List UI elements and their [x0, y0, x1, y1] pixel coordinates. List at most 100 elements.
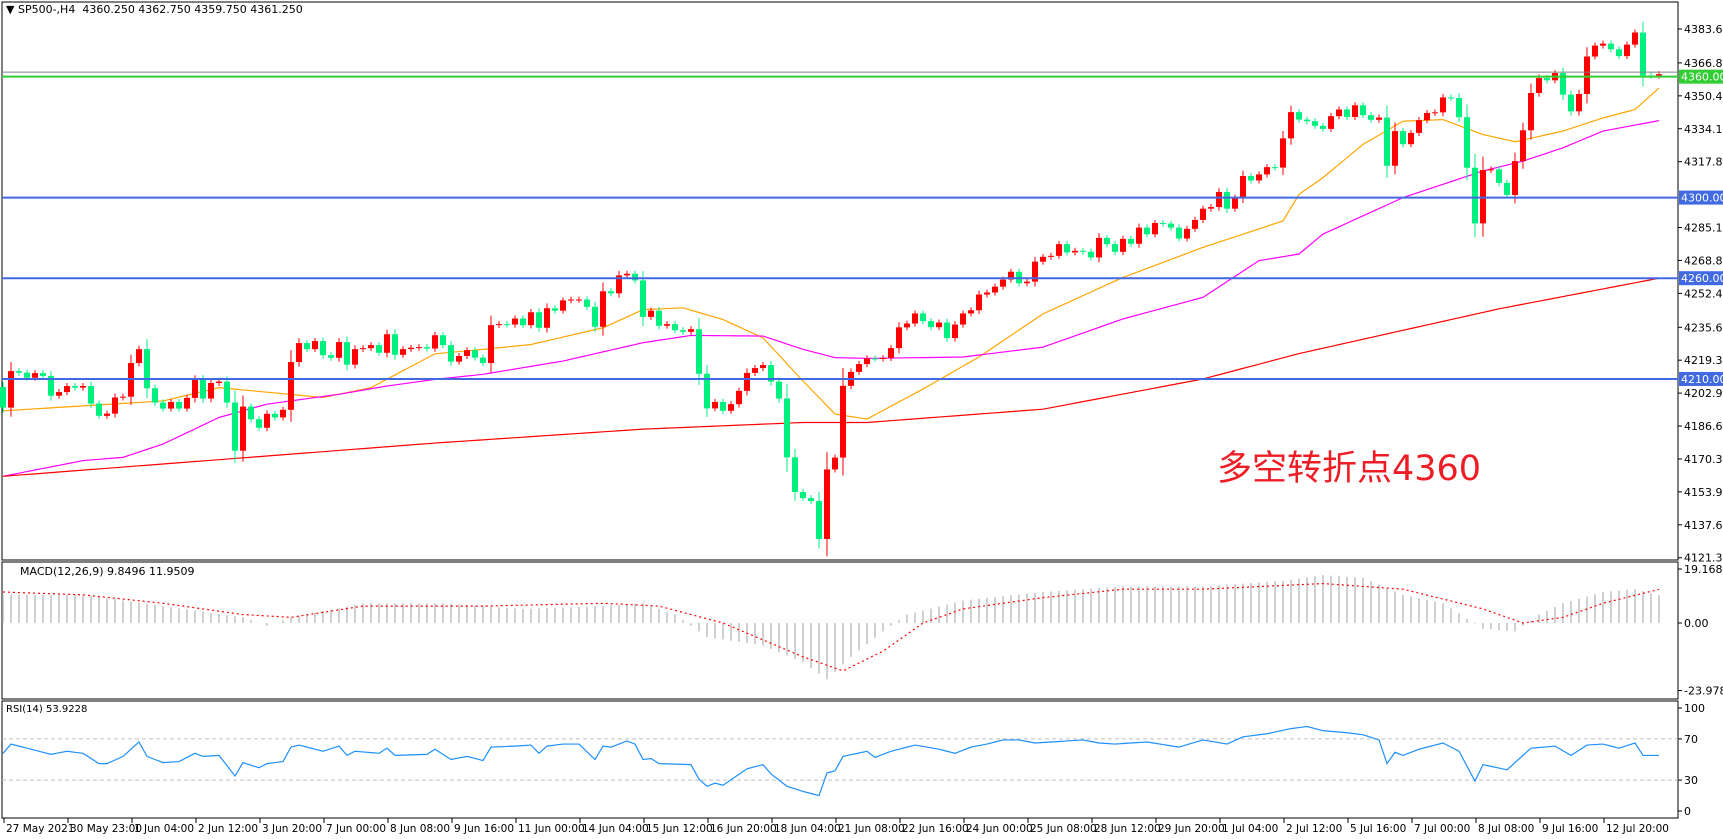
candle — [256, 416, 262, 431]
candle — [1472, 153, 1478, 238]
moving-average-line — [2, 120, 1660, 477]
rsi-axis-label: 70 — [1684, 733, 1698, 746]
candle — [624, 270, 630, 279]
time-axis-label: 8 Jul 08:00 — [1478, 823, 1534, 835]
candle — [208, 379, 214, 403]
candle — [1040, 253, 1046, 265]
candle-body — [448, 345, 454, 362]
candle-body — [200, 379, 206, 399]
candle-body — [480, 357, 486, 364]
candle-body — [16, 371, 22, 373]
candle — [968, 307, 974, 317]
candle-body — [256, 419, 262, 428]
candle-body — [1216, 191, 1222, 208]
candle — [768, 360, 774, 386]
candle-body — [1240, 176, 1246, 198]
candle — [656, 306, 662, 330]
candle-body — [1320, 125, 1326, 129]
level-price-label: 4210.000 — [1681, 373, 1723, 386]
candle-body — [592, 306, 598, 327]
candle-body — [712, 401, 718, 409]
price-axis-label: 4252.480 — [1684, 287, 1723, 300]
candle — [1584, 47, 1590, 104]
candle — [448, 340, 454, 366]
candle-body — [1272, 167, 1278, 169]
candle — [1328, 112, 1334, 133]
candle-body — [360, 348, 366, 350]
candle — [1136, 223, 1142, 248]
candle — [88, 381, 94, 408]
candle — [1176, 224, 1182, 242]
candle-body — [1528, 92, 1534, 131]
candle-body — [104, 413, 110, 416]
candle — [784, 383, 790, 473]
candle — [960, 310, 966, 328]
candle-body — [1304, 119, 1310, 122]
candle-body — [120, 396, 126, 398]
candle — [1488, 166, 1494, 174]
candle — [472, 347, 478, 361]
candle-body — [1464, 117, 1470, 168]
candle-body — [952, 324, 958, 339]
candle-body — [400, 349, 406, 355]
candle — [1304, 116, 1310, 125]
candle-body — [1088, 251, 1094, 258]
time-axis-label: 15 Jun 12:00 — [646, 823, 713, 835]
candle-body — [600, 291, 606, 327]
candle-body — [512, 318, 518, 325]
candle-body — [520, 318, 526, 326]
candle — [1056, 241, 1062, 259]
candle-body — [1656, 74, 1662, 76]
candle-body — [272, 413, 278, 418]
candle — [1264, 164, 1270, 178]
candle-body — [1024, 281, 1030, 284]
candle — [520, 315, 526, 329]
candle-body — [1000, 279, 1006, 287]
price-axis-label: 4317.820 — [1684, 156, 1723, 169]
candle — [872, 355, 878, 362]
candle-body — [1160, 222, 1166, 224]
candle — [632, 270, 638, 284]
candle-body — [1584, 56, 1590, 95]
candle — [368, 342, 374, 352]
price-axis-label: 4350.490 — [1684, 90, 1723, 103]
candle-body — [760, 365, 766, 369]
candle — [1200, 205, 1206, 223]
candle-body — [264, 413, 270, 428]
candle — [1320, 122, 1326, 132]
candle — [168, 398, 174, 412]
candle — [176, 398, 182, 412]
candle-body — [1096, 237, 1102, 258]
candle — [680, 327, 686, 335]
candle-body — [304, 343, 310, 350]
candle-body — [392, 334, 398, 355]
candle — [328, 352, 334, 361]
candle-body — [192, 379, 198, 398]
triangle-down-icon[interactable]: ▼ — [6, 3, 18, 16]
candle — [104, 410, 110, 419]
candle-body — [1224, 191, 1230, 209]
candle-body — [728, 404, 734, 411]
candle — [1120, 235, 1126, 256]
candle-body — [1624, 44, 1630, 57]
candle — [480, 354, 486, 367]
candle — [888, 345, 894, 362]
candle-body — [784, 398, 790, 458]
level-price-label: 4260.000 — [1681, 272, 1723, 285]
macd-title: MACD(12,26,9) 9.8496 11.9509 — [20, 565, 195, 578]
candle — [504, 321, 510, 328]
candle — [1512, 152, 1518, 204]
time-axis-label: 3 Jun 20:00 — [262, 823, 322, 835]
candle — [1184, 225, 1190, 242]
candle — [536, 308, 542, 332]
candle — [528, 309, 534, 329]
candle-body — [1344, 109, 1350, 117]
candle — [800, 489, 806, 502]
rsi-axis-label: 0 — [1684, 805, 1691, 818]
candle — [136, 345, 142, 367]
candle — [376, 342, 382, 356]
candle — [984, 289, 990, 298]
candle-body — [0, 387, 6, 408]
